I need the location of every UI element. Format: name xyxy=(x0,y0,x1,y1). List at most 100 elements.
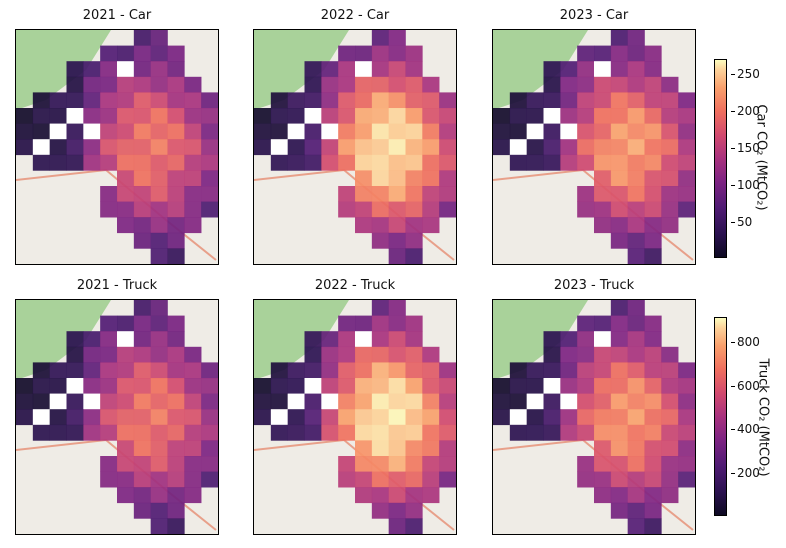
heatmap-cell xyxy=(388,248,406,264)
heatmap-cell xyxy=(661,471,679,488)
heatmap-cell xyxy=(560,362,578,379)
heatmap-cell xyxy=(627,456,645,472)
heatmap-cell xyxy=(594,362,612,379)
heatmap-cell xyxy=(66,378,84,394)
heatmap-cell xyxy=(644,424,662,441)
heatmap-cell xyxy=(167,409,185,426)
heatmap-cell xyxy=(201,186,218,202)
heatmap-cell xyxy=(661,201,679,218)
heatmap-cell xyxy=(439,154,456,171)
heatmap-cell xyxy=(644,201,662,218)
heatmap-cell xyxy=(117,456,135,472)
heatmap-cell xyxy=(184,139,202,156)
heatmap-cell xyxy=(439,186,456,202)
heatmap-cell xyxy=(150,45,168,62)
heatmap-cell xyxy=(321,123,339,140)
heatmap-cell xyxy=(371,456,389,472)
heatmap-cell xyxy=(388,424,406,441)
heatmap-cell xyxy=(150,315,168,332)
heatmap-cell xyxy=(321,92,339,109)
heatmap-cell xyxy=(371,232,389,249)
heatmap-cell xyxy=(543,424,561,441)
heatmap-cell xyxy=(610,315,628,332)
heatmap-cell xyxy=(100,123,118,140)
heatmap-cell xyxy=(321,61,339,78)
heatmap-cell xyxy=(16,108,34,124)
heatmap-cell xyxy=(610,76,628,93)
heatmap-cell xyxy=(627,409,645,426)
heatmap-cell xyxy=(678,393,695,410)
heatmap-cell xyxy=(661,123,679,140)
heatmap-cell xyxy=(270,92,288,109)
heatmap-cell xyxy=(526,424,544,441)
heatmap-cell xyxy=(405,378,423,394)
heatmap-cell xyxy=(543,378,561,394)
heatmap-cell xyxy=(133,502,151,519)
heatmap-cell xyxy=(594,201,612,218)
heatmap-cell xyxy=(627,487,645,504)
heatmap-cell xyxy=(167,424,185,441)
heatmap-cell xyxy=(100,61,118,78)
heatmap-cell xyxy=(594,409,612,426)
heatmap-cell xyxy=(388,378,406,394)
heatmap-cell xyxy=(577,331,595,348)
heatmap-cell xyxy=(201,92,218,109)
heatmap-cell xyxy=(355,487,373,504)
heatmap-cell xyxy=(66,362,84,379)
heatmap-cell xyxy=(150,76,168,93)
heatmap-cell xyxy=(543,409,561,426)
heatmap-cell xyxy=(150,440,168,457)
heatmap-cell xyxy=(254,378,272,394)
heatmap-cell xyxy=(405,76,423,93)
heatmap-cell xyxy=(100,108,118,124)
heatmap-cell xyxy=(371,154,389,171)
heatmap-cell xyxy=(678,362,695,379)
heatmap-cell xyxy=(661,440,679,457)
heatmap-cell xyxy=(83,139,101,156)
heatmap-cell xyxy=(150,186,168,202)
heatmap-cell xyxy=(371,502,389,519)
heatmap-cell xyxy=(644,232,662,249)
panel-title-2023-car: 2023 - Car xyxy=(559,8,629,23)
heatmap-cell xyxy=(594,139,612,156)
heatmap-cell xyxy=(371,378,389,394)
heatmap-cell xyxy=(150,518,168,534)
heatmap-cell xyxy=(49,362,67,379)
heatmap-cell xyxy=(100,201,118,218)
heatmap-cell xyxy=(610,502,628,519)
heatmap-cell xyxy=(678,378,695,394)
heatmap-cell xyxy=(526,362,544,379)
heatmap-cell xyxy=(439,409,456,426)
heatmap-cell xyxy=(543,346,561,363)
heatmap-cell xyxy=(678,456,695,472)
heatmap-cell xyxy=(167,393,185,410)
heatmap-cell xyxy=(184,393,202,410)
heatmap-cell xyxy=(167,331,185,348)
heatmap-cell xyxy=(371,424,389,441)
heatmap-cell xyxy=(100,92,118,109)
heatmap-cell xyxy=(405,232,423,249)
heatmap-cell xyxy=(526,139,544,156)
heatmap-cell xyxy=(338,409,356,426)
heatmap-cell xyxy=(371,362,389,379)
heatmap-cell xyxy=(66,139,84,156)
heatmap-cell xyxy=(201,456,218,472)
heatmap-cell xyxy=(388,170,406,187)
heatmap-cell xyxy=(167,123,185,140)
heatmap-cell xyxy=(66,393,84,410)
heatmap-cell xyxy=(405,409,423,426)
heatmap-cell xyxy=(594,217,612,234)
heatmap-cell xyxy=(304,139,322,156)
heatmap-cell xyxy=(678,440,695,457)
heatmap-cell xyxy=(201,201,218,218)
heatmap-cell xyxy=(388,409,406,426)
heatmap-cell xyxy=(150,217,168,234)
heatmap-cell xyxy=(577,424,595,441)
heatmap-cell xyxy=(594,45,612,62)
heatmap-cell xyxy=(270,154,288,171)
heatmap-cell xyxy=(133,409,151,426)
heatmap-cell xyxy=(321,76,339,93)
heatmap-cell xyxy=(338,315,356,332)
heatmap-cell xyxy=(150,154,168,171)
heatmap-cell xyxy=(644,487,662,504)
